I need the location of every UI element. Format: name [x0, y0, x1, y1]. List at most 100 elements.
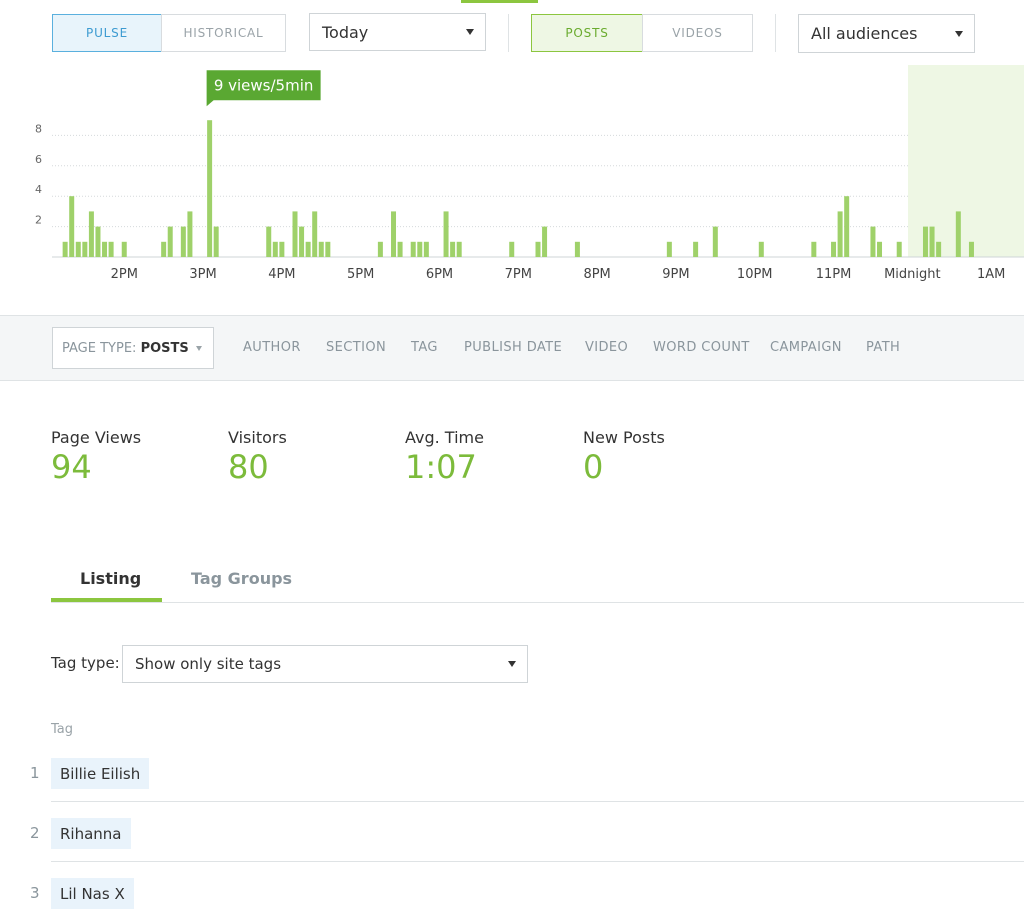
bar: [292, 211, 298, 257]
tag-type-value: Show only site tags: [135, 655, 282, 673]
stat-label: Avg. Time: [405, 428, 484, 447]
bar: [955, 211, 961, 257]
x-tick-label: 5PM: [347, 267, 374, 282]
bar: [272, 241, 278, 257]
page-type-dropdown[interactable]: PAGE TYPE: POSTS: [52, 327, 214, 369]
filter-option[interactable]: PATH: [866, 340, 901, 355]
pulse-button[interactable]: PULSE: [52, 14, 162, 52]
date-value: Today: [322, 22, 369, 42]
filter-option[interactable]: TAG: [411, 340, 438, 355]
bar: [896, 241, 902, 257]
bar: [831, 241, 837, 257]
bar: [88, 211, 94, 257]
y-tick-label: 2: [35, 214, 42, 227]
tooltip-text: 9 views/5min: [214, 77, 314, 95]
row-number: 1: [30, 764, 40, 782]
bar: [161, 241, 167, 257]
x-tick-label: 2PM: [111, 267, 138, 282]
x-tick-label: 10PM: [737, 267, 773, 282]
page-type-label: PAGE TYPE:: [62, 340, 137, 356]
stat-value: 0: [583, 448, 604, 486]
bar: [712, 226, 718, 257]
bar: [417, 241, 423, 257]
x-tick-label: 11PM: [816, 267, 852, 282]
posts-button[interactable]: POSTS: [531, 14, 643, 52]
bar: [693, 241, 699, 257]
tab-listing[interactable]: Listing: [80, 569, 142, 588]
stat-label: New Posts: [583, 428, 665, 447]
x-tick-label: 4PM: [268, 267, 295, 282]
bar: [266, 226, 272, 257]
bar: [121, 241, 127, 257]
tag-chip[interactable]: Rihanna: [51, 818, 131, 849]
bar: [325, 241, 331, 257]
bar: [213, 226, 219, 257]
filter-option[interactable]: CAMPAIGN: [770, 340, 842, 355]
tab-underline: [51, 598, 162, 602]
bar: [187, 211, 193, 257]
row-number: 3: [30, 884, 40, 902]
bar: [870, 226, 876, 257]
date-dropdown[interactable]: Today: [309, 13, 486, 51]
bar: [968, 241, 974, 257]
bar: [207, 120, 213, 257]
stat-label: Page Views: [51, 428, 142, 447]
bar: [318, 241, 324, 257]
stat-label: Visitors: [228, 428, 287, 447]
filter-option[interactable]: SECTION: [326, 340, 387, 355]
x-tick-label: 6PM: [426, 267, 453, 282]
bar: [929, 226, 935, 257]
filter-option[interactable]: WORD COUNT: [653, 340, 750, 355]
historical-button[interactable]: HISTORICAL: [161, 14, 286, 52]
y-tick-label: 4: [35, 183, 42, 196]
bar: [758, 241, 764, 257]
videos-button[interactable]: VIDEOS: [642, 14, 753, 52]
bar: [509, 241, 515, 257]
bar: [456, 241, 462, 257]
bar: [305, 241, 311, 257]
bar: [410, 241, 416, 257]
audience-value: All audiences: [811, 24, 918, 43]
bar: [423, 241, 429, 257]
bar: [180, 226, 186, 257]
bar: [811, 241, 817, 257]
bar: [844, 196, 850, 257]
divider: [508, 14, 509, 52]
bar: [443, 211, 449, 257]
x-tick-label: 9PM: [662, 267, 689, 282]
bar: [574, 241, 580, 257]
bar: [312, 211, 318, 257]
x-tick-label: 3PM: [189, 267, 216, 282]
stat-value: 80: [228, 448, 269, 486]
bar: [69, 196, 75, 257]
tooltip-box: [206, 70, 321, 107]
filter-option[interactable]: PUBLISH DATE: [464, 340, 563, 355]
bar: [108, 241, 114, 257]
filter-option[interactable]: AUTHOR: [243, 340, 301, 355]
page-type-value: POSTS: [140, 340, 189, 356]
filter-option[interactable]: VIDEO: [585, 340, 629, 355]
bar: [75, 241, 81, 257]
bar: [95, 226, 101, 257]
bar: [922, 226, 928, 257]
tag-type-label: Tag type:: [51, 654, 120, 672]
bar: [82, 241, 88, 257]
tab-tag-groups[interactable]: Tag Groups: [191, 569, 293, 588]
bar: [397, 241, 403, 257]
tag-chip[interactable]: Billie Eilish: [51, 758, 150, 789]
bar: [450, 241, 456, 257]
divider: [775, 14, 776, 52]
stat-value: 1:07: [405, 448, 477, 486]
row-separator: [51, 861, 1024, 862]
x-tick-label: 7PM: [505, 267, 532, 282]
bar: [279, 241, 285, 257]
x-tick-label: 8PM: [583, 267, 610, 282]
tag-type-dropdown[interactable]: Show only site tags: [122, 645, 528, 683]
tag-chip[interactable]: Lil Nas X: [51, 878, 134, 909]
tab-rule: [51, 602, 1024, 603]
bar: [877, 241, 883, 257]
audience-dropdown[interactable]: All audiences: [798, 14, 975, 53]
chart: 2 4 6 8 2PM 3PM 4PM 5PM 6PM 7PM 8PM 9PM 10PM 11PM Midn…: [35, 65, 1024, 282]
y-tick-label: 6: [35, 153, 42, 166]
